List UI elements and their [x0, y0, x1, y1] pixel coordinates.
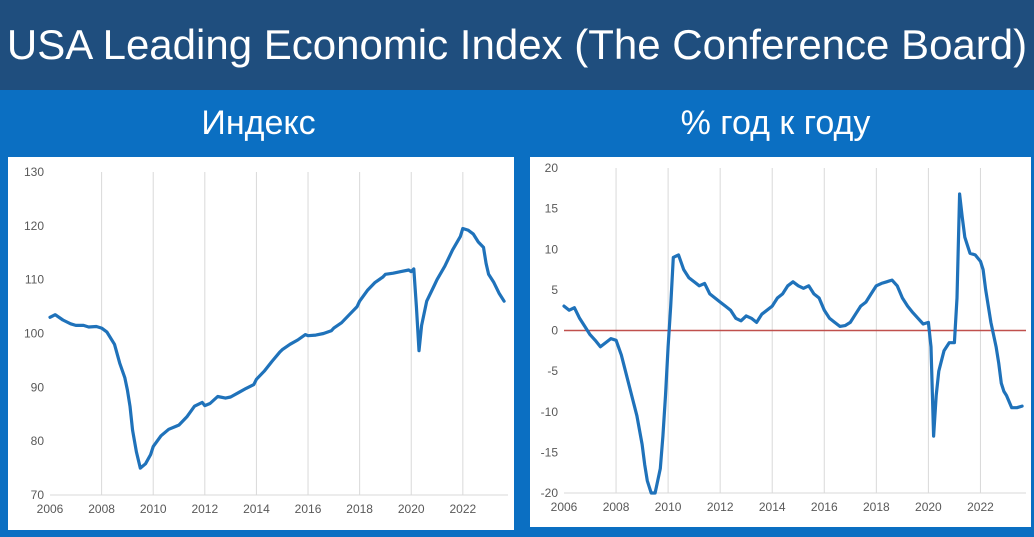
x-tick-label: 2022	[449, 502, 476, 516]
yoy-chart: 2006 2008 2010 2012 2014 2016 2018 2020 2022-20-…	[541, 161, 1026, 514]
y-tick-label: 0	[551, 324, 558, 338]
right-chart-heading: % год к году	[680, 103, 871, 142]
x-tick-label: 2006	[37, 502, 64, 516]
y-tick-label: 10	[545, 242, 559, 256]
page-title: USA Leading Economic Index (The Conferen…	[0, 0, 1034, 90]
left-chart-heading: Индекс	[201, 103, 316, 142]
y-tick-label: 90	[31, 380, 45, 394]
index-chart: 2006 2008 2010 2012 2014 2016 2018 2020 2022 70 80…	[24, 165, 508, 516]
series-line	[48, 226, 506, 470]
y-tick-label: -15	[541, 445, 559, 459]
y-tick-label: 70	[31, 488, 45, 502]
y-tick-label: -20	[541, 486, 559, 500]
x-tick-label: 2014	[759, 500, 786, 514]
series-line	[562, 192, 1024, 495]
y-tick-label: 5	[551, 283, 558, 297]
y-tick-label: 20	[545, 161, 559, 175]
x-tick-label: 2012	[191, 502, 218, 516]
y-tick-label: 80	[31, 434, 45, 448]
x-tick-label: 2016	[811, 500, 838, 514]
x-tick-label: 2014	[243, 502, 270, 516]
x-tick-label: 2008	[88, 502, 115, 516]
yoy-chart-panel: 2006 2008 2010 2012 2014 2016 2018 2020 2022 -20-…	[530, 157, 1031, 527]
y-tick-label: 15	[545, 202, 559, 216]
y-tick-label: 110	[25, 273, 44, 287]
x-tick-label: 2016	[295, 502, 322, 516]
x-tick-label: 2006	[551, 500, 578, 514]
y-tick-label: 120	[24, 219, 44, 233]
x-tick-label: 2012	[707, 500, 734, 514]
x-tick-label: 2020	[398, 502, 425, 516]
x-tick-label: 2010	[140, 502, 167, 516]
y-tick-label: 100	[24, 327, 44, 341]
x-tick-label: 2020	[915, 500, 942, 514]
y-tick-label: 130	[24, 165, 44, 179]
y-tick-label: -5	[547, 364, 558, 378]
x-tick-label: 2008	[603, 500, 630, 514]
x-tick-label: 2010	[655, 500, 682, 514]
x-tick-label: 2018	[346, 502, 373, 516]
x-tick-label: 2022	[967, 500, 994, 514]
index-chart-panel: 2006 2008 2010 2012 2014 2016 2018 2020 2022 70 80…	[8, 157, 514, 530]
y-tick-label: -10	[541, 405, 559, 419]
x-tick-label: 2018	[863, 500, 890, 514]
